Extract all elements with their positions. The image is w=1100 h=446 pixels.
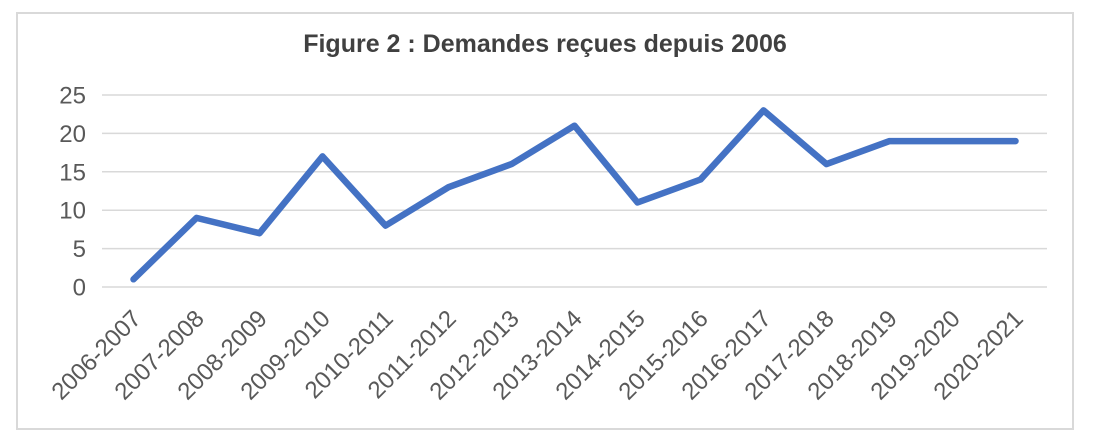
y-axis-tick-label: 5	[73, 236, 86, 263]
y-axis-tick-label: 0	[73, 275, 86, 302]
y-axis-tick-label: 20	[59, 121, 86, 148]
y-axis-tick-label: 15	[59, 159, 86, 186]
data-series-line	[130, 107, 1019, 283]
y-axis-tick-label: 10	[59, 198, 86, 225]
chart-title: Figure 2 : Demandes reçues depuis 2006	[303, 30, 787, 58]
y-axis-tick-label: 25	[59, 83, 86, 110]
